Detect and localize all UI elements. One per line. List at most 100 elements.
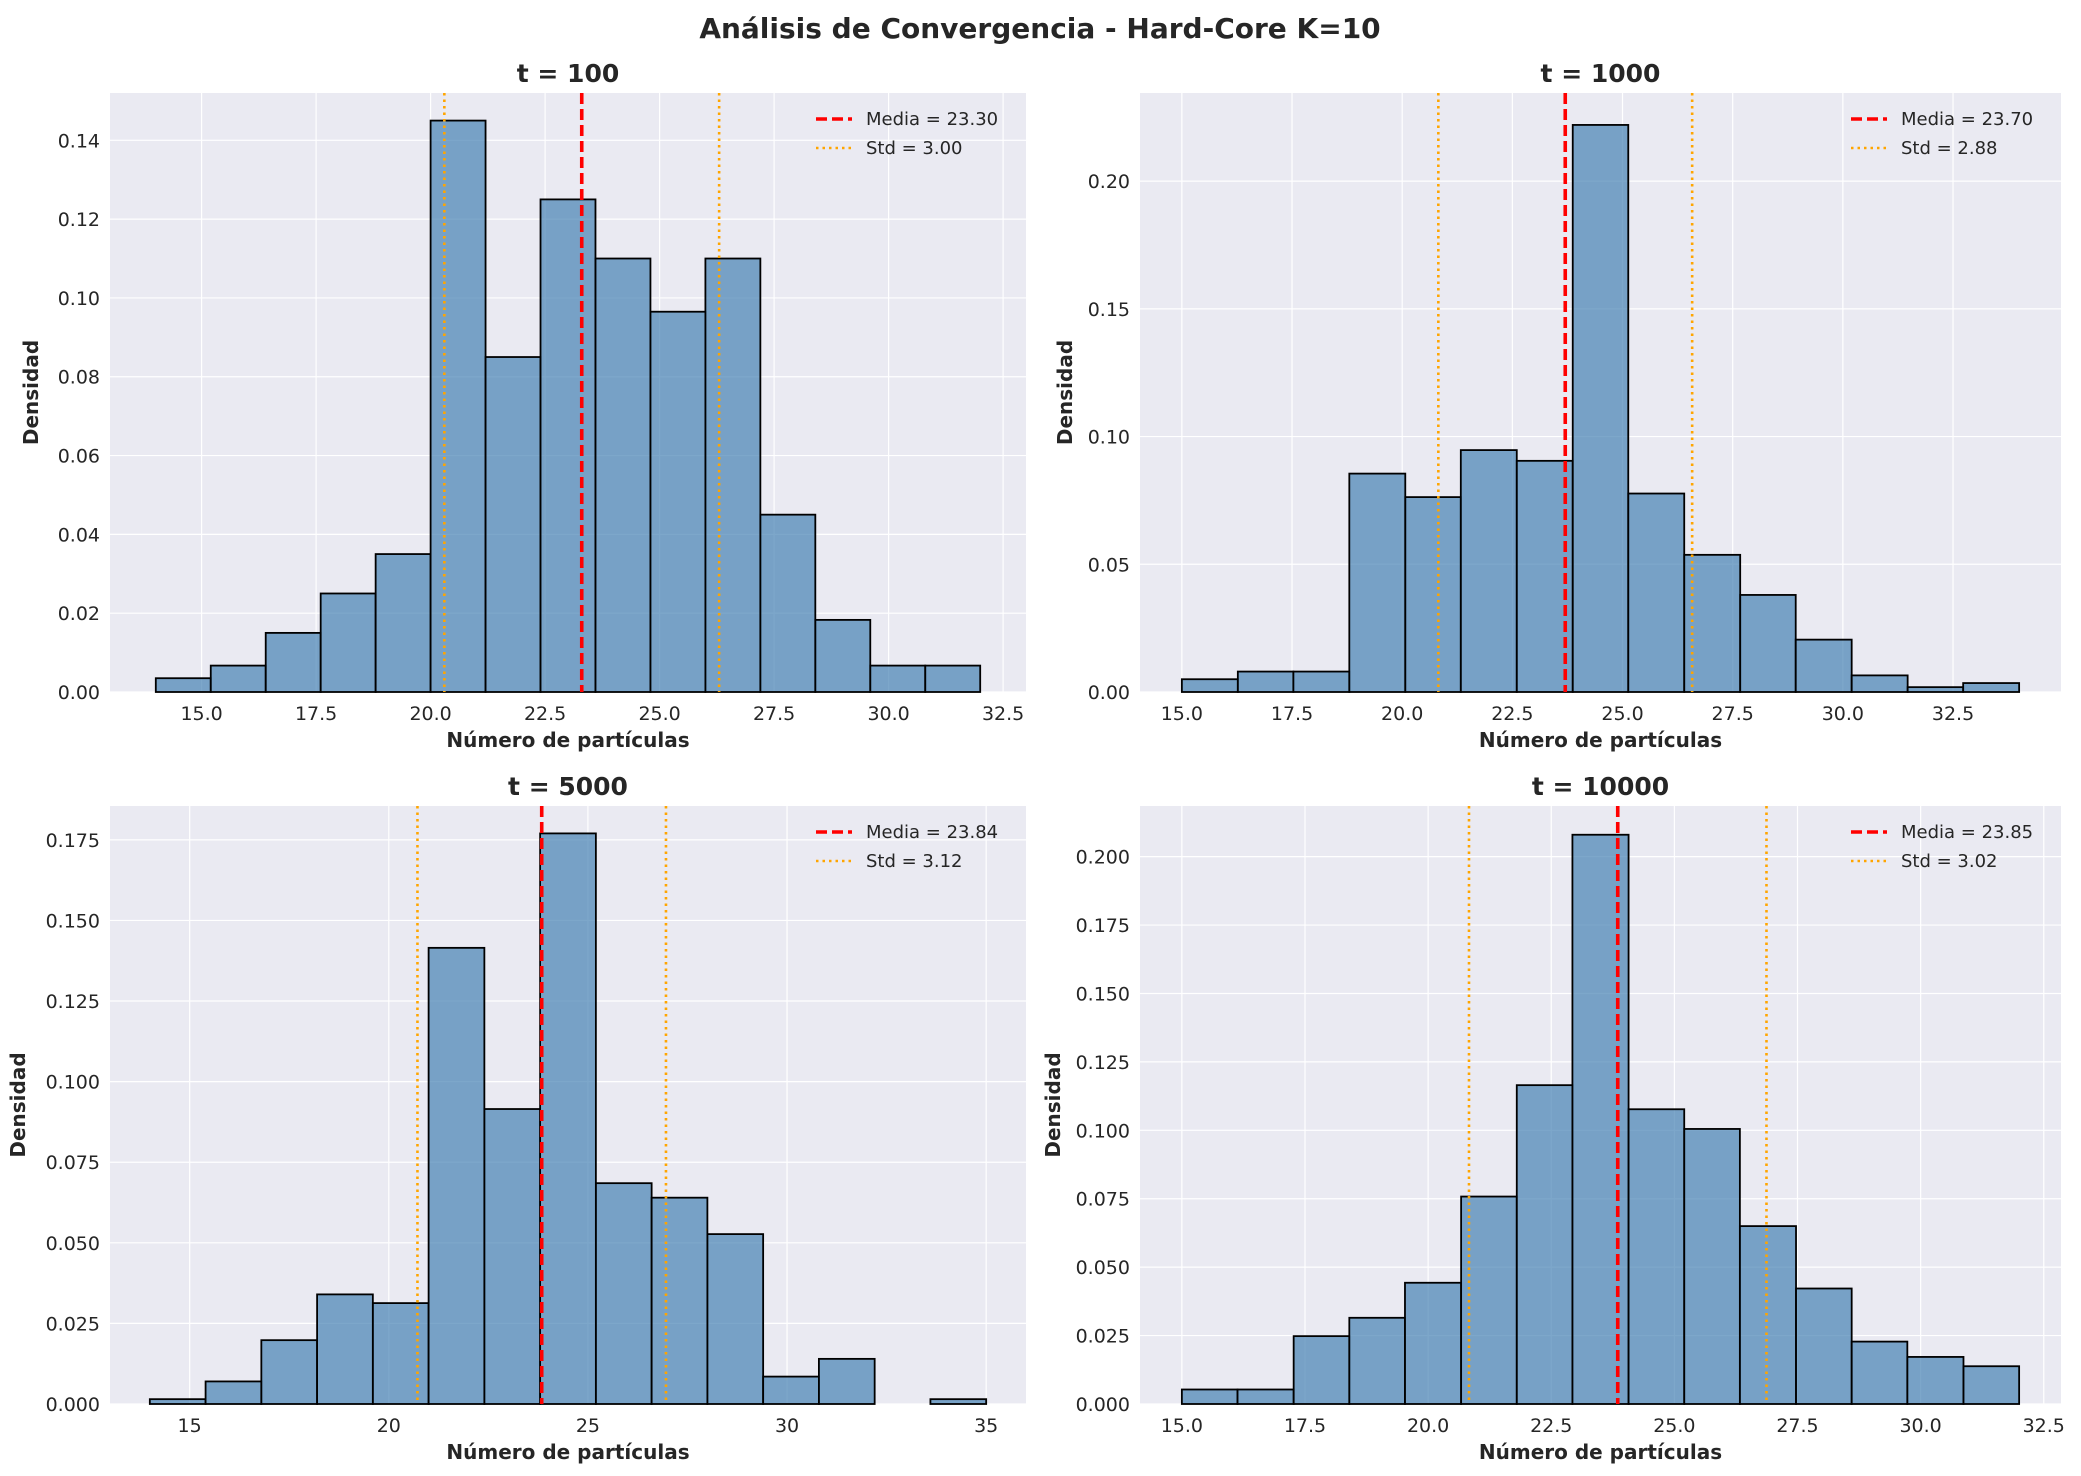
y-tick-label: 0.125 xyxy=(1076,1052,1130,1074)
panel-4: 15.0 17.5 20.0 22.5 25.0 27.5 30.0 32.5 0.000 0.0… xyxy=(1041,772,2065,1464)
histogram-bar xyxy=(1348,472,1407,693)
histogram-bar xyxy=(1906,686,1965,693)
x-tick-label: 15.0 xyxy=(1161,1415,1203,1437)
y-tick-label: 0.10 xyxy=(1088,427,1130,449)
y-tick-label: 0.15 xyxy=(1088,299,1130,321)
histogram-bar xyxy=(1571,833,1630,1405)
histogram-bar xyxy=(1404,496,1462,693)
x-tick-label: 35 xyxy=(974,1415,998,1437)
y-tick-label: 0.06 xyxy=(58,446,100,468)
y-tick-label: 0.08 xyxy=(58,367,100,389)
histogram-bar xyxy=(1459,449,1518,693)
x-tick-label: 17.5 xyxy=(1284,1415,1326,1437)
x-tick-label: 15.0 xyxy=(1161,703,1203,725)
y-axis-label: Densidad xyxy=(1041,1052,1065,1157)
y-tick-label: 0.075 xyxy=(46,1152,100,1174)
y-tick-label: 0.02 xyxy=(58,603,100,625)
histogram-bar xyxy=(1180,678,1239,693)
histogram-bar xyxy=(264,631,322,693)
histogram-bar xyxy=(1180,1388,1239,1405)
histogram-bar xyxy=(1515,1084,1574,1405)
y-tick-label: 0.150 xyxy=(46,910,100,932)
histogram-bar xyxy=(869,664,927,693)
legend-mean-label: Media = 23.70 xyxy=(1901,109,2033,130)
y-tick-label: 0.050 xyxy=(46,1233,100,1255)
legend-mean-label: Media = 23.30 xyxy=(866,109,998,130)
y-tick-label: 0.075 xyxy=(1076,1189,1130,1211)
histogram-bar xyxy=(1794,638,1853,693)
histogram-bar xyxy=(1236,670,1295,693)
legend-std-label: Std = 2.88 xyxy=(1901,138,1998,159)
y-axis-label: Densidad xyxy=(6,1052,30,1157)
histogram-bar xyxy=(154,677,212,693)
y-tick-label: 0.175 xyxy=(46,830,100,852)
x-tick-label: 20.0 xyxy=(1381,703,1423,725)
y-tick-label: 0.05 xyxy=(1088,554,1130,576)
x-tick-label: 15 xyxy=(178,1415,202,1437)
histogram-bar xyxy=(483,1108,542,1405)
histogram-bar xyxy=(929,1398,988,1405)
legend-std-label: Std = 3.00 xyxy=(866,138,963,159)
x-tick-label: 32.5 xyxy=(982,703,1024,725)
x-tick-label: 22.5 xyxy=(1491,703,1533,725)
panel-title: t = 100 xyxy=(517,59,620,88)
histogram-bar xyxy=(204,1380,263,1405)
histogram-bar xyxy=(539,198,597,693)
histogram-bar xyxy=(1683,1128,1741,1405)
panel-3: 15 20 25 30 35 0.000 0.025 0.050 0.075 0.100 0.125… xyxy=(6,772,1026,1464)
y-tick-label: 0.050 xyxy=(1076,1257,1130,1279)
y-tick-label: 0.025 xyxy=(1076,1326,1130,1348)
figure-title: Análisis de Convergencia - Hard-Core K=1… xyxy=(699,12,1380,45)
x-tick-label: 20.0 xyxy=(1407,1415,1449,1437)
y-tick-label: 0.20 xyxy=(1088,171,1130,193)
histogram-bar xyxy=(924,664,982,693)
histogram-bar xyxy=(650,1196,709,1405)
histogram-bar xyxy=(1962,1365,2021,1405)
panel-title: t = 5000 xyxy=(508,772,628,801)
x-tick-label: 32.5 xyxy=(1932,703,1974,725)
x-tick-label: 22.5 xyxy=(1530,1415,1572,1437)
y-tick-label: 0.175 xyxy=(1076,915,1130,937)
x-tick-label: 32.5 xyxy=(2023,1415,2065,1437)
histogram-bar xyxy=(1906,1356,1965,1405)
histogram-bar xyxy=(1627,1108,1686,1405)
x-tick-label: 20.0 xyxy=(409,703,451,725)
x-tick-label: 25.0 xyxy=(638,703,680,725)
y-tick-label: 0.12 xyxy=(58,209,100,231)
x-axis-label: Número de partículas xyxy=(1479,1440,1722,1464)
x-tick-label: 25.0 xyxy=(1653,1415,1695,1437)
histogram-bar xyxy=(484,356,542,693)
histogram-bar xyxy=(319,592,377,693)
histogram-bar xyxy=(1292,670,1351,693)
histogram-bar xyxy=(1850,1340,1909,1405)
y-tick-label: 0.100 xyxy=(1076,1120,1130,1142)
histogram-bar xyxy=(1404,1281,1463,1405)
histogram-bar xyxy=(427,946,486,1405)
histogram-bar xyxy=(818,1357,876,1405)
x-axis-label: Número de partículas xyxy=(446,1440,689,1464)
legend-mean-label: Media = 23.85 xyxy=(1901,822,2033,843)
histogram-bar xyxy=(594,257,652,693)
panel-title: t = 10000 xyxy=(1532,772,1669,801)
histogram-bar xyxy=(1348,1316,1406,1405)
y-tick-label: 0.025 xyxy=(46,1313,100,1335)
histogram-bar xyxy=(1683,553,1742,693)
histogram-bar xyxy=(1460,1195,1518,1405)
y-tick-label: 0.000 xyxy=(46,1394,100,1416)
y-tick-label: 0.00 xyxy=(1088,682,1130,704)
x-tick-label: 30.0 xyxy=(1822,703,1864,725)
histogram-bar xyxy=(649,310,707,693)
histogram-bar xyxy=(814,618,872,693)
histogram-bar xyxy=(1515,459,1574,693)
panel-title: t = 1000 xyxy=(1541,59,1661,88)
histogram-bar xyxy=(1739,594,1797,693)
y-tick-label: 0.04 xyxy=(58,524,100,546)
x-tick-label: 17.5 xyxy=(295,703,337,725)
x-tick-label: 30 xyxy=(775,1415,799,1437)
y-tick-label: 0.125 xyxy=(46,991,100,1013)
panel-2: 15.0 17.5 20.0 22.5 25.0 27.5 30.0 32.5 0.00 0.05… xyxy=(1053,59,2061,752)
histogram-bar xyxy=(374,553,432,693)
histogram-bar xyxy=(429,119,487,693)
x-tick-label: 22.5 xyxy=(524,703,566,725)
